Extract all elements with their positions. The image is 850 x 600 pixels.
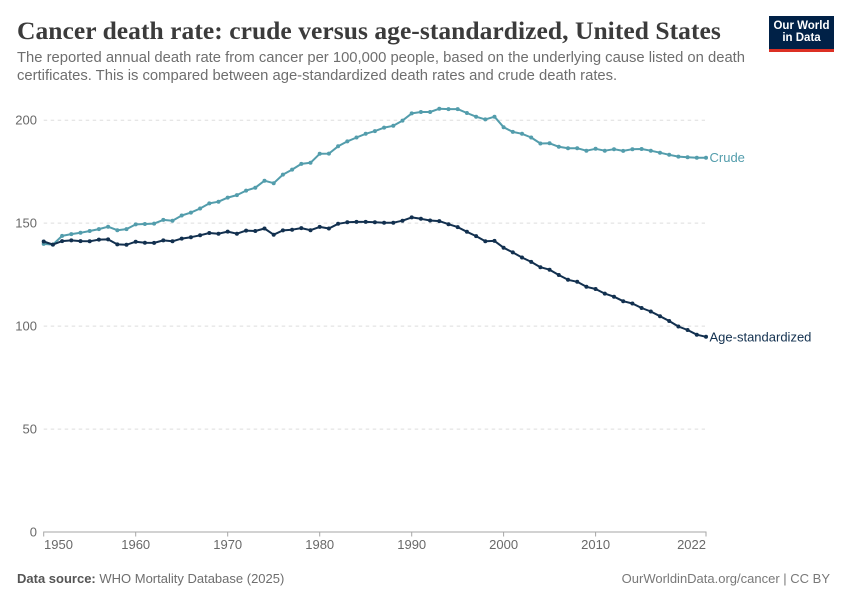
svg-text:1950: 1950 (44, 537, 73, 552)
svg-text:100: 100 (15, 319, 37, 334)
svg-text:Crude: Crude (710, 150, 745, 165)
svg-text:2000: 2000 (489, 537, 518, 552)
svg-text:0: 0 (30, 525, 37, 540)
svg-text:50: 50 (23, 422, 37, 437)
svg-text:Age-standardized: Age-standardized (710, 330, 812, 345)
svg-text:150: 150 (15, 216, 37, 231)
svg-text:2022: 2022 (677, 537, 706, 552)
svg-text:200: 200 (15, 113, 37, 128)
svg-text:1980: 1980 (305, 537, 334, 552)
svg-text:2010: 2010 (581, 537, 610, 552)
svg-text:1970: 1970 (213, 537, 242, 552)
svg-text:1960: 1960 (121, 537, 150, 552)
svg-text:1990: 1990 (397, 537, 426, 552)
